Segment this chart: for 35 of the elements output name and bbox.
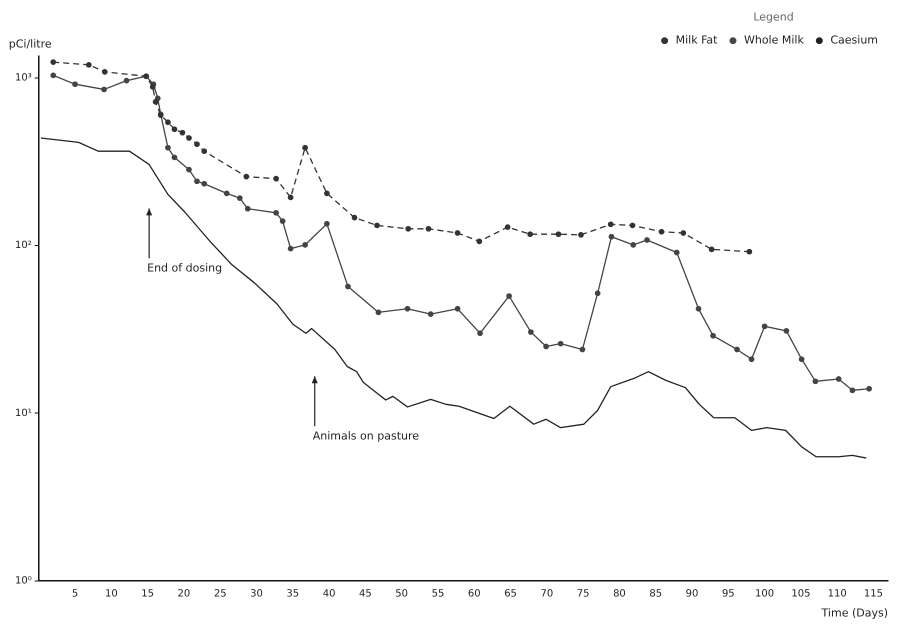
x-tick-label: 5	[72, 588, 78, 600]
x-tick-label: 100	[755, 588, 774, 600]
y-tick-label: 10²	[15, 240, 32, 252]
x-tick-label: 65	[504, 588, 517, 600]
x-axis-title: Time (Days)	[820, 606, 888, 620]
y-tick-label: 10¹	[15, 408, 32, 419]
legend-title: Legend	[753, 10, 794, 24]
x-tick-label: 110	[828, 588, 847, 600]
annotation: End of dosing	[147, 262, 222, 275]
legend-label: Caesium	[830, 34, 878, 47]
x-tick-label: 105	[791, 588, 810, 600]
x-tick-label: 25	[214, 588, 227, 600]
x-tick-label: 70	[540, 588, 554, 600]
x-tick-label: 10	[104, 588, 118, 600]
y-tick-label: 10³	[15, 72, 32, 84]
legend-label: Milk Fat	[676, 34, 718, 47]
x-tick-label: 55	[432, 588, 444, 600]
x-tick-label: 75	[576, 588, 590, 600]
x-tick-label: 50	[395, 588, 408, 600]
x-tick-label: 95	[722, 588, 735, 600]
y-axis-title: pCi/litre	[8, 38, 52, 51]
x-tick-label: 45	[359, 588, 372, 600]
x-tick-label: 30	[250, 588, 263, 600]
x-tick-label: 85	[649, 588, 662, 600]
x-tick-label: 115	[864, 588, 884, 600]
x-tick-label: 80	[613, 588, 626, 600]
legend-label: Whole Milk	[744, 34, 804, 47]
x-tick-label: 40	[322, 588, 336, 600]
x-tick-label: 20	[178, 588, 190, 600]
annotation: Animals on pasture	[312, 430, 420, 443]
x-tick-label: 15	[141, 588, 154, 600]
x-tick-label: 90	[686, 588, 698, 600]
x-tick-label: 60	[468, 588, 481, 600]
x-tick-label: 35	[286, 588, 300, 600]
y-tick-label: 10⁰	[15, 575, 32, 586]
